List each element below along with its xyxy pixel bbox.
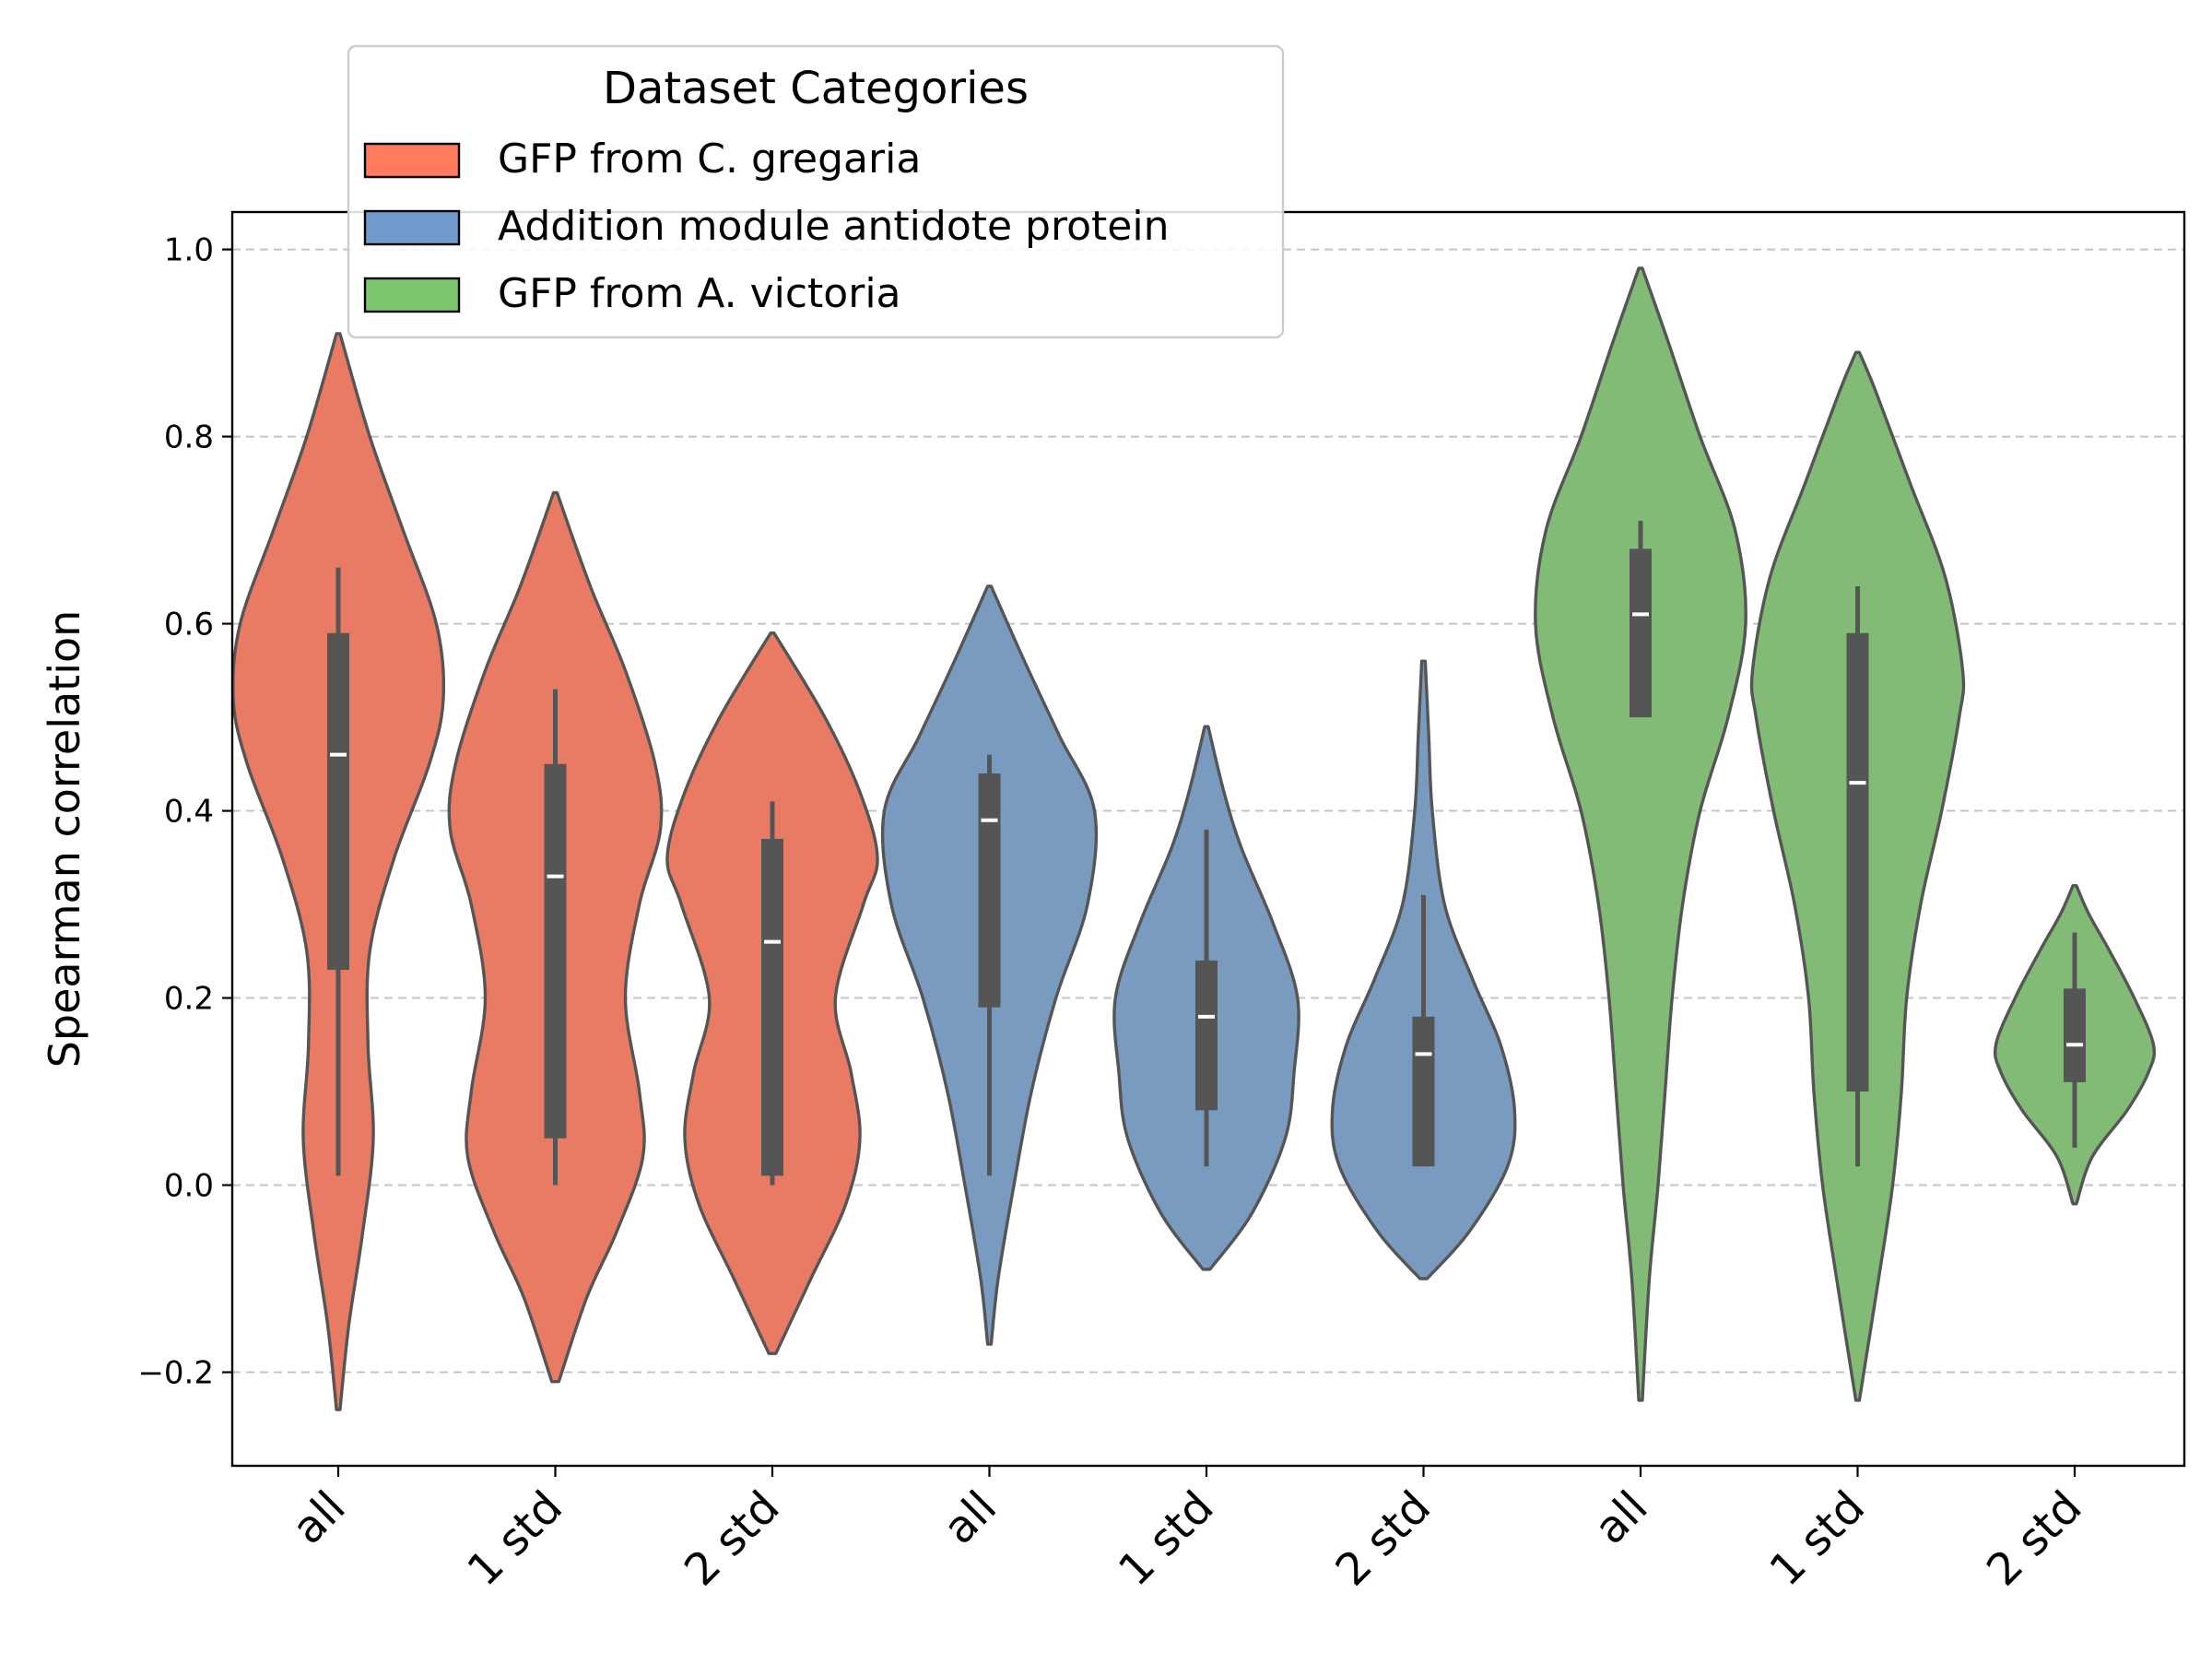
violin-iqr-box (2064, 988, 2086, 1082)
x-tick-label: 2 std (1977, 1481, 2092, 1597)
legend-entries: GFP from C. gregaria Addition module anti… (363, 136, 1169, 317)
y-tick-label: −0.2 (137, 1355, 214, 1392)
violin-6 (1330, 659, 1517, 1280)
violin-iqr-box (1412, 1016, 1435, 1167)
y-tick-label: 0.2 (164, 981, 214, 1018)
legend-swatch (363, 142, 461, 179)
y-tick-label: 0.8 (164, 419, 214, 456)
x-tick-label: all (1584, 1481, 1657, 1554)
y-axis-label: Spearman correlation (40, 610, 89, 1068)
x-tick-label: 1 std (457, 1481, 572, 1597)
y-tick-label: 0.6 (164, 607, 214, 643)
legend-box (347, 44, 1285, 339)
violin-4 (880, 584, 1099, 1346)
legend-entry: GFP from C. gregaria (363, 136, 921, 183)
x-tick-label: all (282, 1481, 355, 1554)
violin-body (1534, 266, 1747, 1402)
legend-entry: GFP from A. victoria (363, 270, 901, 317)
legend-label: GFP from C. gregaria (498, 136, 921, 183)
violin-iqr-box (1195, 960, 1218, 1111)
violin-7 (1534, 266, 1747, 1402)
violins (230, 266, 2157, 1411)
legend-label: Addition module antidote protein (498, 203, 1169, 250)
legend-swatch (363, 209, 461, 246)
x-tick-label: 1 std (1759, 1481, 1875, 1597)
y-axis-ticks: −0.2 0.0 0.2 0.4 0.6 0.8 1.0 (137, 232, 232, 1392)
x-tick-label: 2 std (675, 1481, 790, 1597)
violin-iqr-box (1846, 632, 1869, 1092)
violin-5 (1112, 725, 1300, 1271)
x-tick-label: 2 std (1325, 1481, 1441, 1597)
legend-swatch (363, 277, 461, 313)
violin-2 (447, 490, 664, 1384)
x-tick-label: 1 std (1109, 1481, 1224, 1597)
y-tick-label: 1.0 (164, 232, 214, 269)
violin-iqr-box (544, 763, 567, 1139)
violin-iqr-box (327, 632, 349, 971)
violin-8 (1749, 350, 1966, 1402)
violin-iqr-box (978, 773, 1001, 1008)
violin-1 (230, 332, 446, 1411)
legend-entry: Addition module antidote protein (363, 203, 1169, 250)
violin-iqr-box (761, 839, 783, 1176)
legend-title: Dataset Categories (603, 63, 1029, 114)
legend: Dataset Categories GFP from C. gregaria A… (347, 44, 1285, 339)
violin-9 (1993, 884, 2157, 1206)
y-tick-label: 0.0 (164, 1168, 214, 1205)
violin-3 (665, 631, 879, 1355)
legend-label: GFP from A. victoria (498, 270, 901, 317)
x-axis-ticks: all 1 std 2 std all 1 std 2 std all 1 std 2 std (282, 1466, 2091, 1596)
violin-iqr-box (1630, 549, 1652, 718)
y-tick-label: 0.4 (164, 794, 214, 831)
x-tick-label: all (934, 1481, 1006, 1554)
